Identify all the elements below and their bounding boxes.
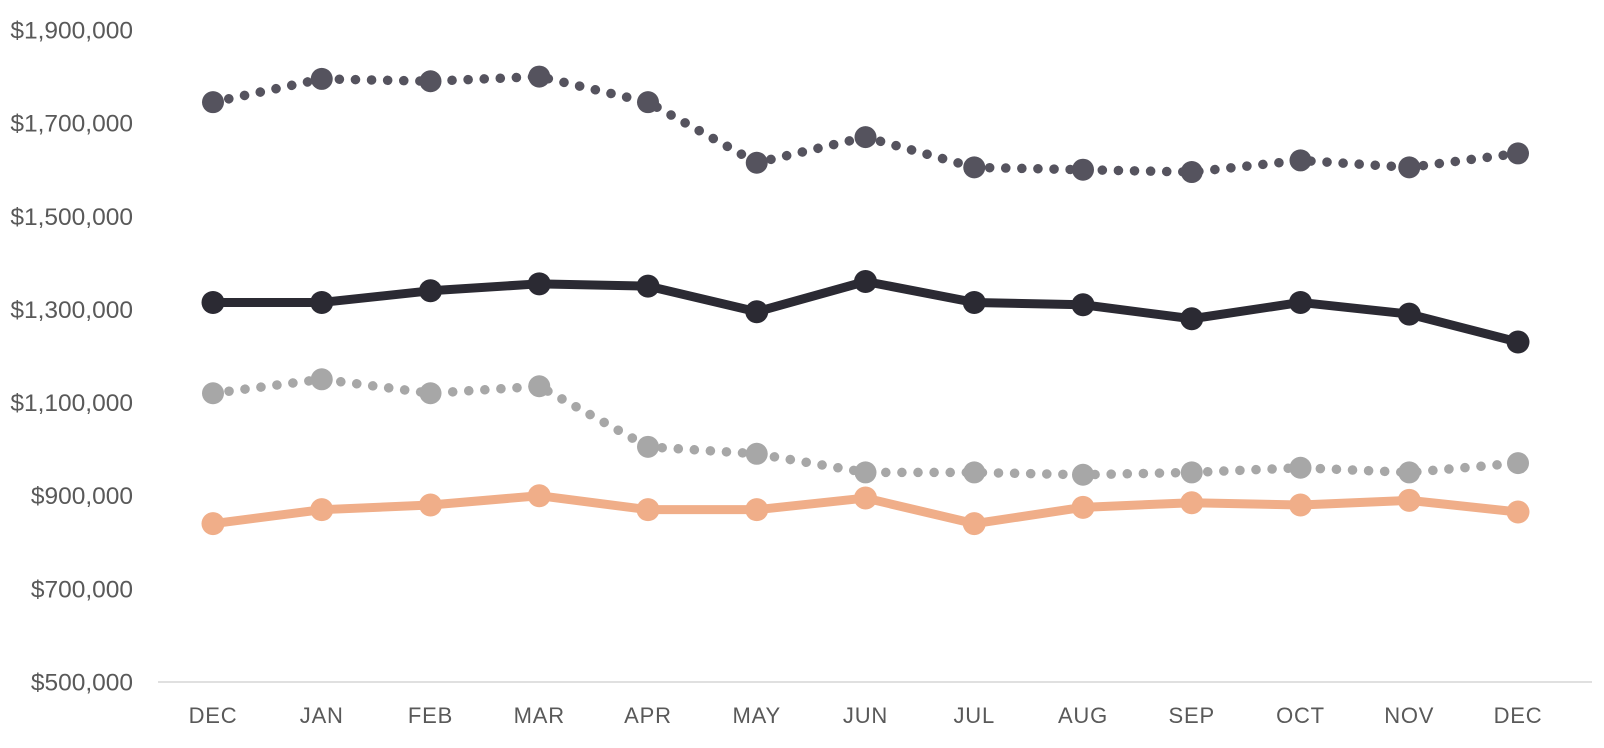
x-axis-label: MAR bbox=[514, 703, 565, 728]
data-point-marker-black-solid bbox=[419, 279, 442, 303]
data-point-marker-black-solid bbox=[1506, 330, 1530, 354]
data-point-marker-salmon-solid bbox=[419, 493, 442, 517]
x-axis-label: FEB bbox=[408, 703, 453, 728]
data-point-marker-upper-dark-dotted bbox=[963, 156, 986, 179]
data-point-marker-salmon-solid bbox=[1180, 491, 1204, 515]
x-axis-label: AUG bbox=[1058, 703, 1108, 728]
x-axis-label: APR bbox=[624, 703, 672, 728]
series-line-upper-dark-dotted bbox=[208, 71, 1523, 177]
x-axis-label: OCT bbox=[1276, 703, 1325, 728]
y-tick-label: $1,900,000 bbox=[10, 18, 133, 45]
data-point-marker-upper-dark-dotted bbox=[528, 65, 551, 88]
data-point-marker-upper-dark-dotted bbox=[1289, 149, 1312, 172]
data-point-marker-upper-dark-dotted bbox=[202, 91, 224, 114]
y-tick-label: $1,100,000 bbox=[10, 390, 133, 417]
data-point-marker-salmon-solid bbox=[201, 512, 225, 536]
data-point-marker-gray-dotted bbox=[1180, 461, 1203, 484]
data-point-marker-gray-dotted bbox=[963, 461, 986, 484]
data-point-marker-gray-dotted bbox=[745, 442, 768, 465]
data-point-marker-salmon-solid bbox=[854, 486, 877, 510]
data-point-marker-salmon-solid bbox=[636, 498, 660, 522]
data-point-marker-gray-dotted bbox=[1289, 456, 1312, 479]
data-point-marker-black-solid bbox=[527, 272, 551, 296]
y-tick-label: $1,500,000 bbox=[10, 204, 133, 231]
x-axis-label: SEP bbox=[1169, 703, 1215, 728]
data-point-marker-upper-dark-dotted bbox=[1072, 158, 1094, 181]
x-axis-label: NOV bbox=[1384, 703, 1434, 728]
data-point-marker-upper-dark-dotted bbox=[637, 91, 659, 114]
data-point-marker-black-solid bbox=[1289, 290, 1312, 314]
data-point-marker-upper-dark-dotted bbox=[1507, 142, 1529, 165]
data-point-marker-salmon-solid bbox=[1397, 488, 1421, 512]
data-point-marker-upper-dark-dotted bbox=[310, 67, 333, 90]
data-point-marker-black-solid bbox=[854, 269, 877, 293]
x-axis-label: DEC bbox=[1494, 703, 1543, 728]
data-point-marker-gray-dotted bbox=[1398, 461, 1421, 484]
data-point-marker-salmon-solid bbox=[1289, 493, 1312, 517]
data-point-marker-gray-dotted bbox=[419, 382, 442, 405]
data-point-marker-gray-dotted bbox=[1507, 452, 1529, 475]
data-point-marker-upper-dark-dotted bbox=[854, 126, 877, 149]
data-point-marker-upper-dark-dotted bbox=[419, 70, 442, 93]
data-point-marker-gray-dotted bbox=[1072, 463, 1094, 486]
series-line-gray-dotted bbox=[208, 374, 1523, 480]
x-axis-label: DEC bbox=[189, 703, 238, 728]
data-point-marker-black-solid bbox=[1180, 307, 1204, 331]
data-point-marker-black-solid bbox=[962, 290, 986, 314]
x-axis-label: JAN bbox=[300, 703, 344, 728]
data-point-marker-salmon-solid bbox=[962, 512, 986, 536]
x-axis-label: JUL bbox=[953, 703, 995, 728]
y-tick-label: $500,000 bbox=[31, 670, 133, 697]
data-point-marker-upper-dark-dotted bbox=[1180, 161, 1203, 184]
data-point-marker-black-solid bbox=[310, 290, 334, 314]
data-point-marker-salmon-solid bbox=[745, 498, 769, 522]
data-point-marker-salmon-solid bbox=[1506, 500, 1530, 524]
data-point-marker-upper-dark-dotted bbox=[1398, 156, 1421, 179]
x-axis-label: JUN bbox=[843, 703, 888, 728]
y-tick-label: $1,300,000 bbox=[10, 297, 133, 324]
data-point-marker-gray-dotted bbox=[637, 435, 659, 458]
y-tick-label: $900,000 bbox=[31, 483, 133, 510]
data-point-marker-black-solid bbox=[1071, 293, 1095, 317]
data-point-marker-gray-dotted bbox=[528, 375, 551, 398]
x-axis-label: MAY bbox=[733, 703, 781, 728]
data-point-marker-gray-dotted bbox=[202, 382, 224, 405]
data-point-marker-black-solid bbox=[1397, 302, 1421, 326]
data-point-marker-black-solid bbox=[201, 290, 225, 314]
data-point-marker-salmon-solid bbox=[310, 498, 334, 522]
data-point-marker-black-solid bbox=[745, 300, 769, 324]
y-tick-label: $700,000 bbox=[31, 576, 133, 603]
data-point-marker-gray-dotted bbox=[310, 368, 333, 391]
data-point-marker-salmon-solid bbox=[1071, 495, 1095, 519]
data-point-marker-salmon-solid bbox=[527, 484, 551, 508]
data-point-marker-upper-dark-dotted bbox=[745, 151, 768, 174]
data-point-marker-black-solid bbox=[636, 274, 660, 298]
data-point-marker-gray-dotted bbox=[854, 461, 877, 484]
y-tick-label: $1,700,000 bbox=[10, 111, 133, 138]
